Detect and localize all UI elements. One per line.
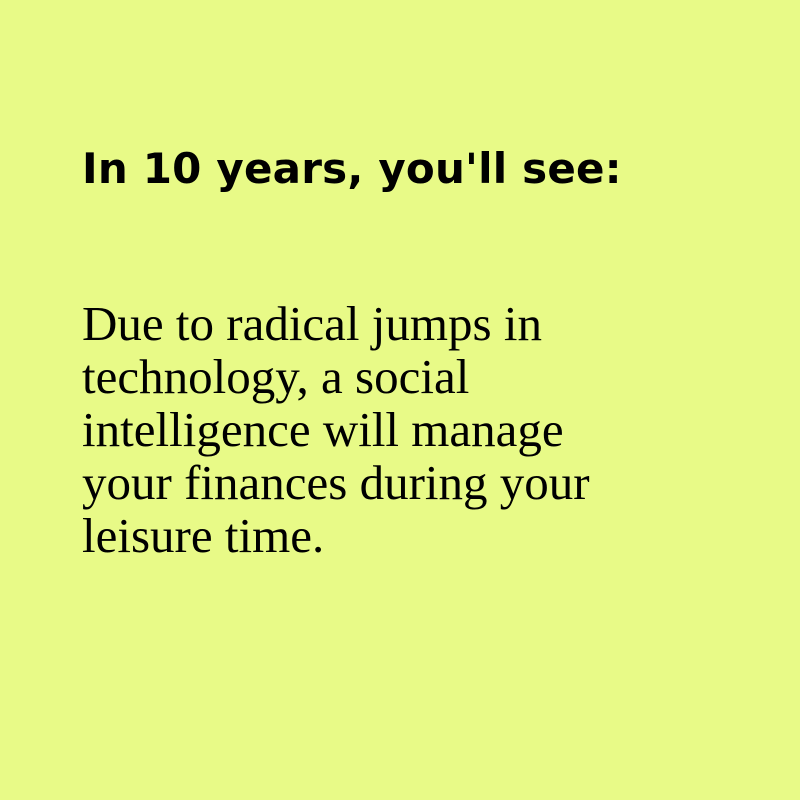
prediction-line: leisure time. xyxy=(82,508,325,563)
prediction-line: intelligence will manage xyxy=(82,402,564,457)
prediction-text: Due to radical jumps in technology, a so… xyxy=(82,297,722,562)
prediction-line: your finances during your xyxy=(82,455,590,510)
prediction-line: technology, a social xyxy=(82,349,470,404)
prediction-line: Due to radical jumps in xyxy=(82,296,542,351)
headline: In 10 years, you'll see: xyxy=(82,144,622,193)
